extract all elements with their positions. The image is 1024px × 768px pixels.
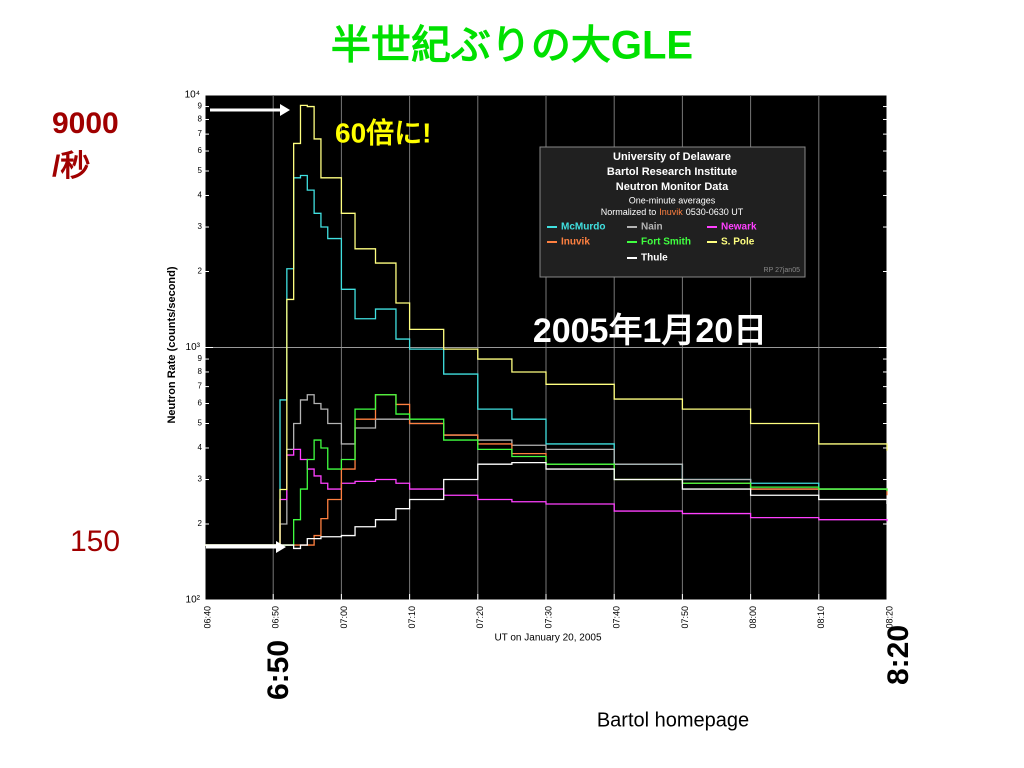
end-time: 8:20 (882, 625, 915, 685)
legend-label: Thule (641, 253, 668, 264)
y-tick-label: 10² (186, 595, 201, 606)
y-tick-label: 10³ (186, 342, 201, 353)
x-tick-label: 07:40 (612, 606, 622, 629)
legend-subtitle: One-minute averages (629, 195, 716, 205)
legend-label: Newark (721, 222, 757, 233)
legend-label: Fort Smith (641, 237, 691, 248)
source: Bartol homepage (597, 709, 749, 731)
y-tick-label: 2 (198, 519, 203, 528)
y-tick-label: 8 (198, 115, 203, 124)
arrows (206, 104, 290, 553)
series-line (205, 394, 888, 546)
y-tick-label: 8 (198, 367, 203, 376)
slide-title: 半世紀ぶりの大GLE (331, 24, 693, 68)
peak-value: 9000 (52, 107, 119, 140)
y-tick-label: 7 (198, 129, 203, 138)
legend-label: S. Pole (721, 237, 755, 248)
ratio-note: 60倍に! (335, 116, 431, 148)
y-tick-label: 6 (198, 146, 203, 155)
x-tick-label: 07:30 (543, 606, 553, 629)
x-tick-label: 07:20 (475, 606, 485, 629)
x-tick-label: 08:00 (748, 606, 758, 629)
y-tick-label: 4 (198, 443, 203, 452)
x-axis-label: UT on January 20, 2005 (494, 633, 602, 644)
arrow-head (276, 541, 286, 553)
legend-label: Inuvik (561, 237, 590, 248)
y-tick-label: 3 (198, 475, 203, 484)
y-tick-label: 6 (198, 399, 203, 408)
legend-norm-station: Inuvik (659, 207, 683, 217)
legend-title: University of Delaware (613, 151, 731, 163)
legend-norm-text: 0530-0630 UT (686, 207, 744, 217)
x-tick-label: 07:10 (407, 606, 417, 629)
legend-box (539, 146, 806, 278)
y-tick-label: 3 (198, 222, 203, 231)
series-line (205, 461, 888, 550)
legend-label: McMurdo (561, 222, 605, 233)
y-tick-label: 5 (198, 166, 203, 175)
date: 2005年1月20日 (533, 312, 767, 350)
x-tick-label: 08:10 (816, 606, 826, 629)
y-tick-label: 2 (198, 267, 203, 276)
series-line (205, 448, 888, 546)
x-tick-label: 08:20 (884, 606, 894, 629)
base-value: 150 (70, 525, 120, 558)
y-axis-label: Neutron Rate (counts/second) (166, 266, 178, 423)
y-tick-label: 4 (198, 191, 203, 200)
y-tick-label: 7 (198, 382, 203, 391)
legend-label: Nain (641, 222, 663, 233)
series-line (205, 104, 888, 546)
x-tick-label: 06:40 (202, 606, 212, 629)
y-tick-label: 5 (198, 419, 203, 428)
x-tick-label: 06:50 (271, 606, 281, 629)
y-tick-label: 9 (198, 354, 203, 363)
peak-unit: /秒 (52, 150, 90, 183)
arrow-head (280, 104, 290, 116)
legend-norm: Normalized to Inuvik 0530-0630 UT (601, 207, 744, 217)
legend-title: Neutron Monitor Data (616, 181, 729, 193)
start-time: 6:50 (262, 640, 295, 700)
x-tick-label: 07:00 (339, 606, 349, 629)
legend-norm-text: Normalized to (601, 207, 657, 217)
legend-title: Bartol Research Institute (607, 166, 737, 178)
legend-credit: RP 27jan05 (764, 267, 801, 274)
legend: University of Delaware Bartol Research In… (547, 151, 800, 274)
y-tick-label: 9 (198, 102, 203, 111)
y-tick-label: 10⁴ (185, 90, 200, 101)
x-tick-label: 07:50 (680, 606, 690, 629)
